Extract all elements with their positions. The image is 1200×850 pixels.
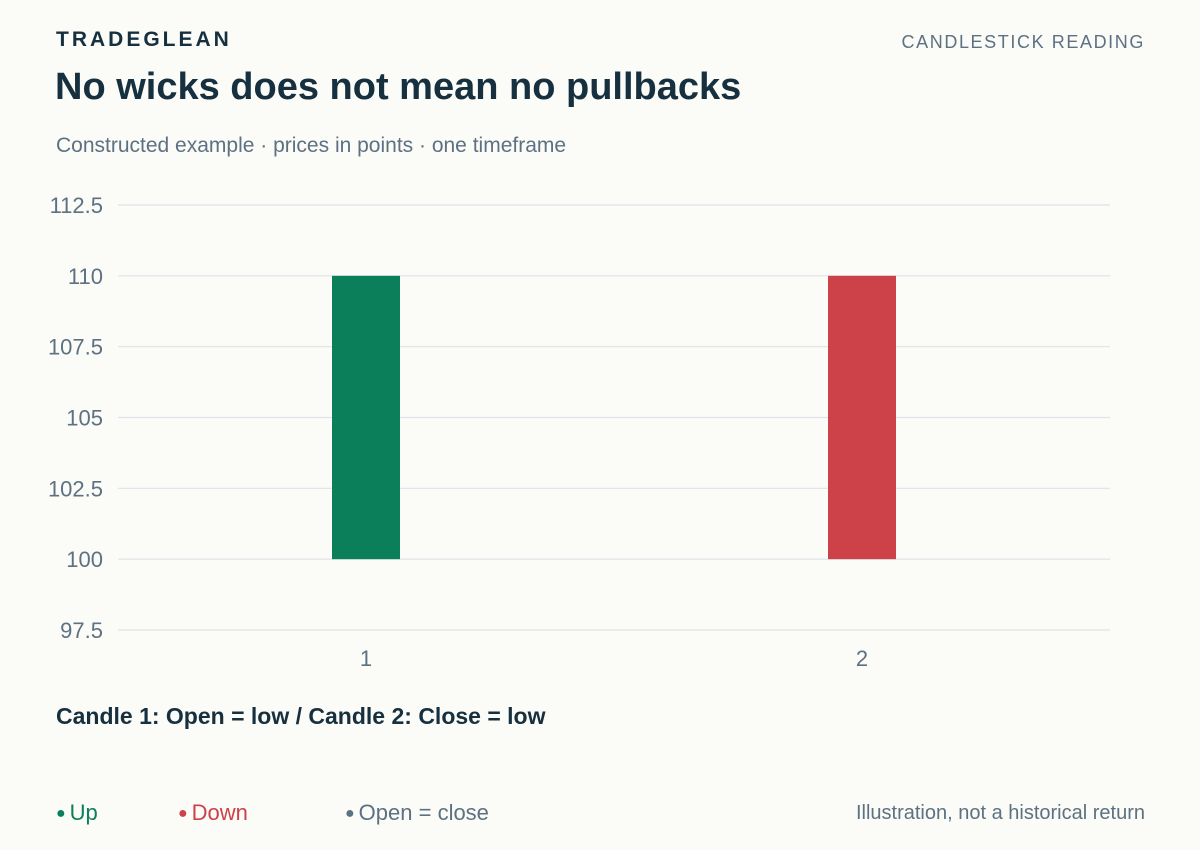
y-tick-label: 112.5 (50, 193, 103, 218)
chart-caption: Candle 1: Open = low / Candle 2: Close =… (56, 703, 546, 729)
up-dot-icon: ● (56, 805, 66, 822)
footnote: Illustration, not a historical return (855, 802, 1145, 824)
x-tick-label: 2 (856, 646, 868, 671)
brand-wordmark: TRADEGLEAN (56, 28, 232, 51)
y-tick-label: 102.5 (48, 476, 103, 501)
section-label: CANDLESTICK READING (901, 32, 1145, 52)
y-tick-label: 110 (68, 264, 103, 289)
x-tick-label: 1 (360, 646, 372, 671)
legend-down-label: Down (191, 800, 248, 825)
y-tick-label: 97.5 (60, 618, 103, 643)
legend-flat: ● Open = close (345, 800, 489, 826)
grid-layer (118, 204, 1110, 631)
candle-body-1 (332, 275, 400, 560)
candle-body-2 (828, 275, 896, 560)
y-tick-label: 105 (66, 406, 103, 431)
down-dot-icon: ● (178, 805, 188, 822)
flat-dot-icon: ● (345, 805, 355, 822)
page-title: No wicks does not mean no pullbacks (55, 66, 742, 108)
legend-up: ● Up (56, 800, 98, 826)
page-subtitle: Constructed example · prices in points ·… (56, 134, 567, 157)
y-tick-label: 100 (66, 547, 103, 572)
candles-layer (332, 275, 896, 560)
legend-down: ● Down (178, 800, 248, 826)
y-tick-label: 107.5 (48, 335, 103, 360)
legend-flat-label: Open = close (358, 800, 489, 825)
y-axis-ticks: 97.5 100 102.5 105 107.5 110 112.5 (48, 193, 103, 643)
legend-up-label: Up (69, 800, 98, 825)
